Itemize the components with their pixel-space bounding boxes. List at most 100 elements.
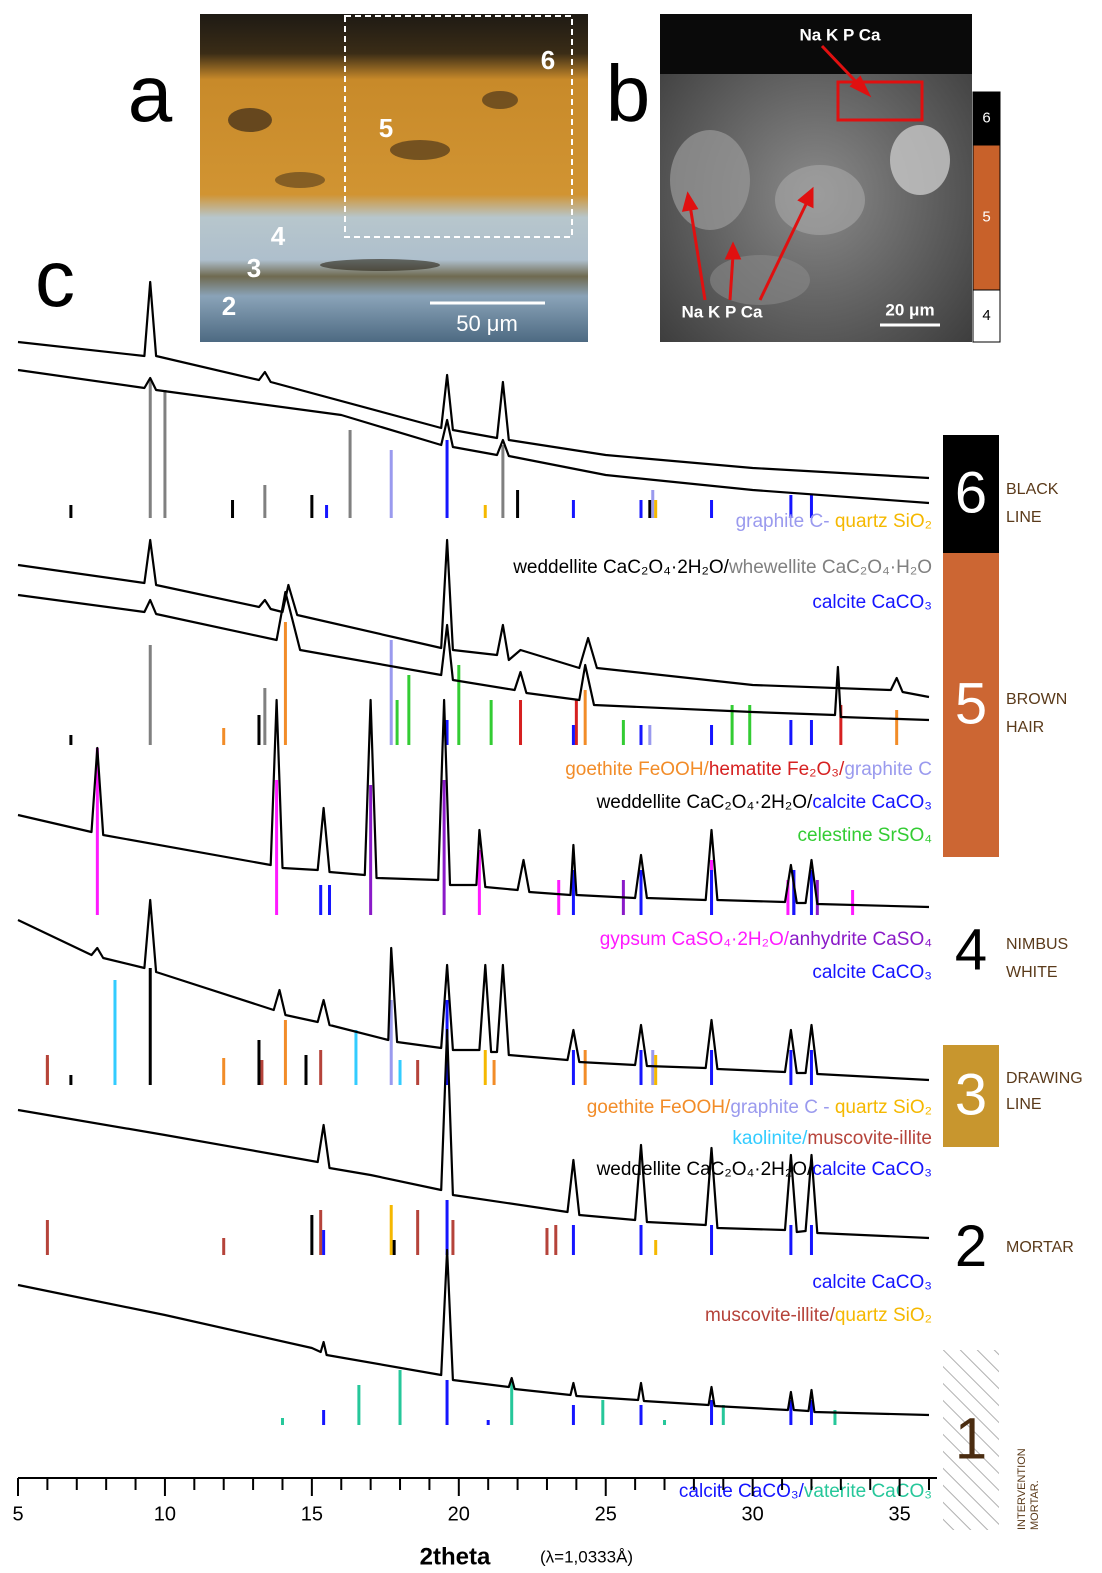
reference-stick [322,1410,326,1425]
diffraction-pattern [17,538,930,699]
phase-label-part: weddellite CaC₂O₄·2H₂O/ [596,792,813,813]
reference-stick [395,700,399,745]
reference-stick [325,505,329,518]
layer-number: 6 [955,460,987,525]
reference-stick [45,1220,49,1255]
layer-number: 6 [982,109,990,126]
reference-stick [389,1205,393,1255]
reference-stick [283,622,287,745]
reference-stick [69,1075,73,1085]
phase-label-part: calcite CaCO₃ [812,592,932,613]
diffraction-pattern [17,280,930,480]
phase-label: goethite FeOOH/graphite C - quartz SiO₂ [587,1097,932,1118]
reference-stick [275,780,279,915]
reference-stick [389,450,393,518]
reference-stick [304,1055,308,1085]
layer-number: 2 [955,1214,987,1279]
reference-stick [639,870,643,915]
phase-label-part: quartz SiO₂ [835,1097,932,1118]
panel-labels: a b c 6 5 4 3 2 50 μm Na K P Ca Na K P C… [35,25,935,335]
reference-stick [792,870,796,915]
x-tick-label: 30 [742,1503,764,1525]
layer-number: 3 [247,253,261,283]
reference-stick [457,665,461,745]
phase-label-part: calcite CaCO₃ [812,962,932,983]
reference-stick [280,1418,284,1425]
phase-label-part: calcite CaCO₃ [812,1272,932,1293]
reference-stick [571,1050,575,1085]
reference-stick [231,500,235,518]
reference-stick [571,870,575,915]
reference-stick [833,1410,837,1425]
phase-label-part: vaterite CaCO₃ [804,1481,932,1502]
reference-stick [310,495,314,518]
reference-stick [486,1420,490,1425]
reference-stick [257,715,261,745]
reference-stick [319,885,323,915]
reference-stick [809,720,813,745]
reference-stick [571,725,575,745]
reference-stick [789,1400,793,1425]
reference-stick [895,710,899,745]
layer-number: 4 [955,917,987,982]
layer-label: MORTAR [1006,1239,1074,1256]
reference-stick [654,1240,658,1255]
phase-label-part: calcite CaCO₃/ [679,1481,805,1502]
reference-stick [710,500,714,518]
reference-stick [69,735,73,745]
layer-label: BROWN [1006,691,1067,708]
reference-stick [789,1225,793,1255]
phase-label-part: graphite C [844,759,932,780]
reference-stick [789,1050,793,1085]
phase-label: calcite CaCO₃ [812,1272,932,1293]
reference-stick [222,1058,226,1085]
x-tick-label: 5 [12,1503,23,1525]
layer-band [972,91,1001,146]
diffraction-pattern [17,898,930,1082]
layer-label: HAIR [1006,719,1044,736]
reference-stick [545,1228,549,1255]
reference-stick [445,720,449,745]
reference-stick [621,720,625,745]
reference-stick [519,700,523,745]
phase-label-part: weddellite CaC₂O₄·2H₂O/ [596,1159,813,1180]
reference-stick [260,1060,264,1085]
layer-number: 1 [955,1406,987,1471]
reference-stick [354,1030,358,1085]
reference-stick [789,720,793,745]
phase-label-part: goethite FeOOH/ [565,759,709,780]
reference-stick [554,1225,558,1255]
reference-stick [809,1400,813,1425]
reference-stick [407,675,411,745]
reference-stick [639,1405,643,1425]
reference-stick [319,1210,323,1255]
reference-stick [69,505,73,518]
reference-stick [489,700,493,745]
layer-number: 5 [982,208,990,225]
layer-number: 4 [982,307,990,324]
phase-label-part: graphite C- [736,511,835,532]
reference-stick [263,688,267,745]
reference-stick [648,500,652,518]
phase-label-part: quartz SiO₂ [835,1305,932,1326]
layer-label: INTERVENTION [1016,1448,1028,1530]
reference-stick [398,1370,402,1425]
phase-label-part: weddellite CaC₂O₄·2H₂O/ [512,557,729,578]
layer-number: 4 [271,221,286,251]
scale-bar-label: 20 μm [885,300,934,319]
x-tick-label: 35 [888,1503,910,1525]
layer-band [972,289,1001,343]
reference-stick [786,880,790,915]
phase-label: calcite CaCO₃ [812,592,932,613]
reference-stick [648,725,652,745]
reference-stick [45,1055,49,1085]
phase-label-part: graphite C - [730,1097,835,1118]
reference-stick [651,490,655,518]
layer-number: 5 [955,671,987,736]
phase-label: weddellite CaC₂O₄·2H₂O/calcite CaCO₃ [596,792,932,813]
reference-stick [451,1220,455,1255]
reference-stick [310,1215,314,1255]
annotation: Na K P Ca [682,302,763,321]
reference-stick [639,725,643,745]
reference-stick [748,705,752,745]
